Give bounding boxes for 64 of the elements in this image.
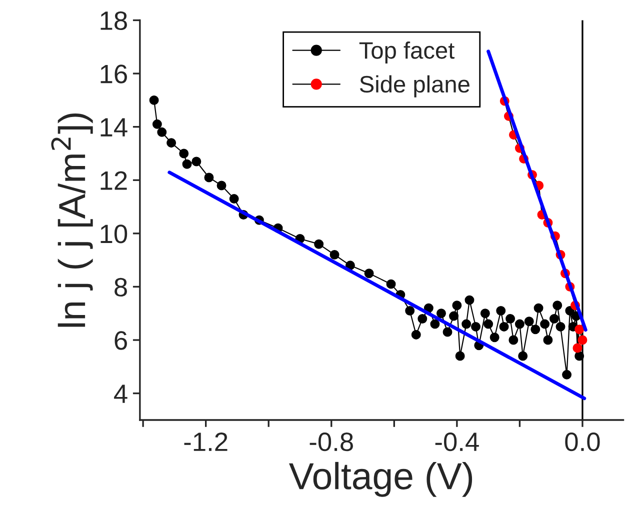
point [518,351,528,361]
y-tick-label: 14 [100,118,128,136]
point [192,156,202,166]
y-tick-label: 6 [114,331,127,350]
point [157,127,167,137]
point [364,268,374,278]
x-tick-label: 0.0 [565,432,600,452]
point [330,250,340,260]
point [216,180,226,190]
point [314,239,324,249]
point [490,332,500,342]
legend-label: Side plane [360,75,470,98]
y-tick-label: 4 [114,384,128,403]
x-axis-title: Voltage (V) [289,462,472,497]
point [514,319,524,329]
point [166,138,176,148]
y-tick-label: 12 [100,171,127,190]
y-tick-label: 10 [100,224,128,244]
x-tick-label: -0.4 [435,432,479,452]
y-tick-label: 16 [100,64,127,84]
legend-label: Top facet [359,42,454,64]
point [229,194,239,204]
point [452,300,462,310]
point [386,279,396,289]
point [508,335,518,345]
point [405,306,415,316]
point [411,330,421,340]
x-tick-label: -1.2 [184,432,228,451]
point [471,322,481,332]
point [540,319,550,329]
point [499,322,509,332]
point [574,351,584,361]
point [430,319,440,329]
point [530,324,540,334]
point [418,314,428,324]
point [149,95,159,105]
y-tick-label: 18 [100,11,127,30]
point [152,119,162,129]
point [549,314,559,324]
y-tick-label: 8 [114,278,127,297]
point [480,308,490,318]
point [556,322,566,332]
point [442,327,452,337]
point [449,311,459,321]
point [182,159,192,169]
point [572,343,582,353]
point [552,300,562,310]
point [578,335,588,345]
y-axis-title: ln j ( j [A/m$^{2}$]) [51,113,93,327]
point [534,303,544,313]
point [524,316,534,326]
point [455,351,465,361]
point [496,306,506,316]
point [436,308,446,318]
point [484,319,494,329]
point [179,148,189,158]
point [543,335,553,345]
point [574,324,584,334]
point [562,370,572,380]
point [204,172,214,182]
point [462,319,472,329]
point [506,314,516,324]
point [464,295,474,305]
x-tick-label: -0.8 [310,432,353,452]
